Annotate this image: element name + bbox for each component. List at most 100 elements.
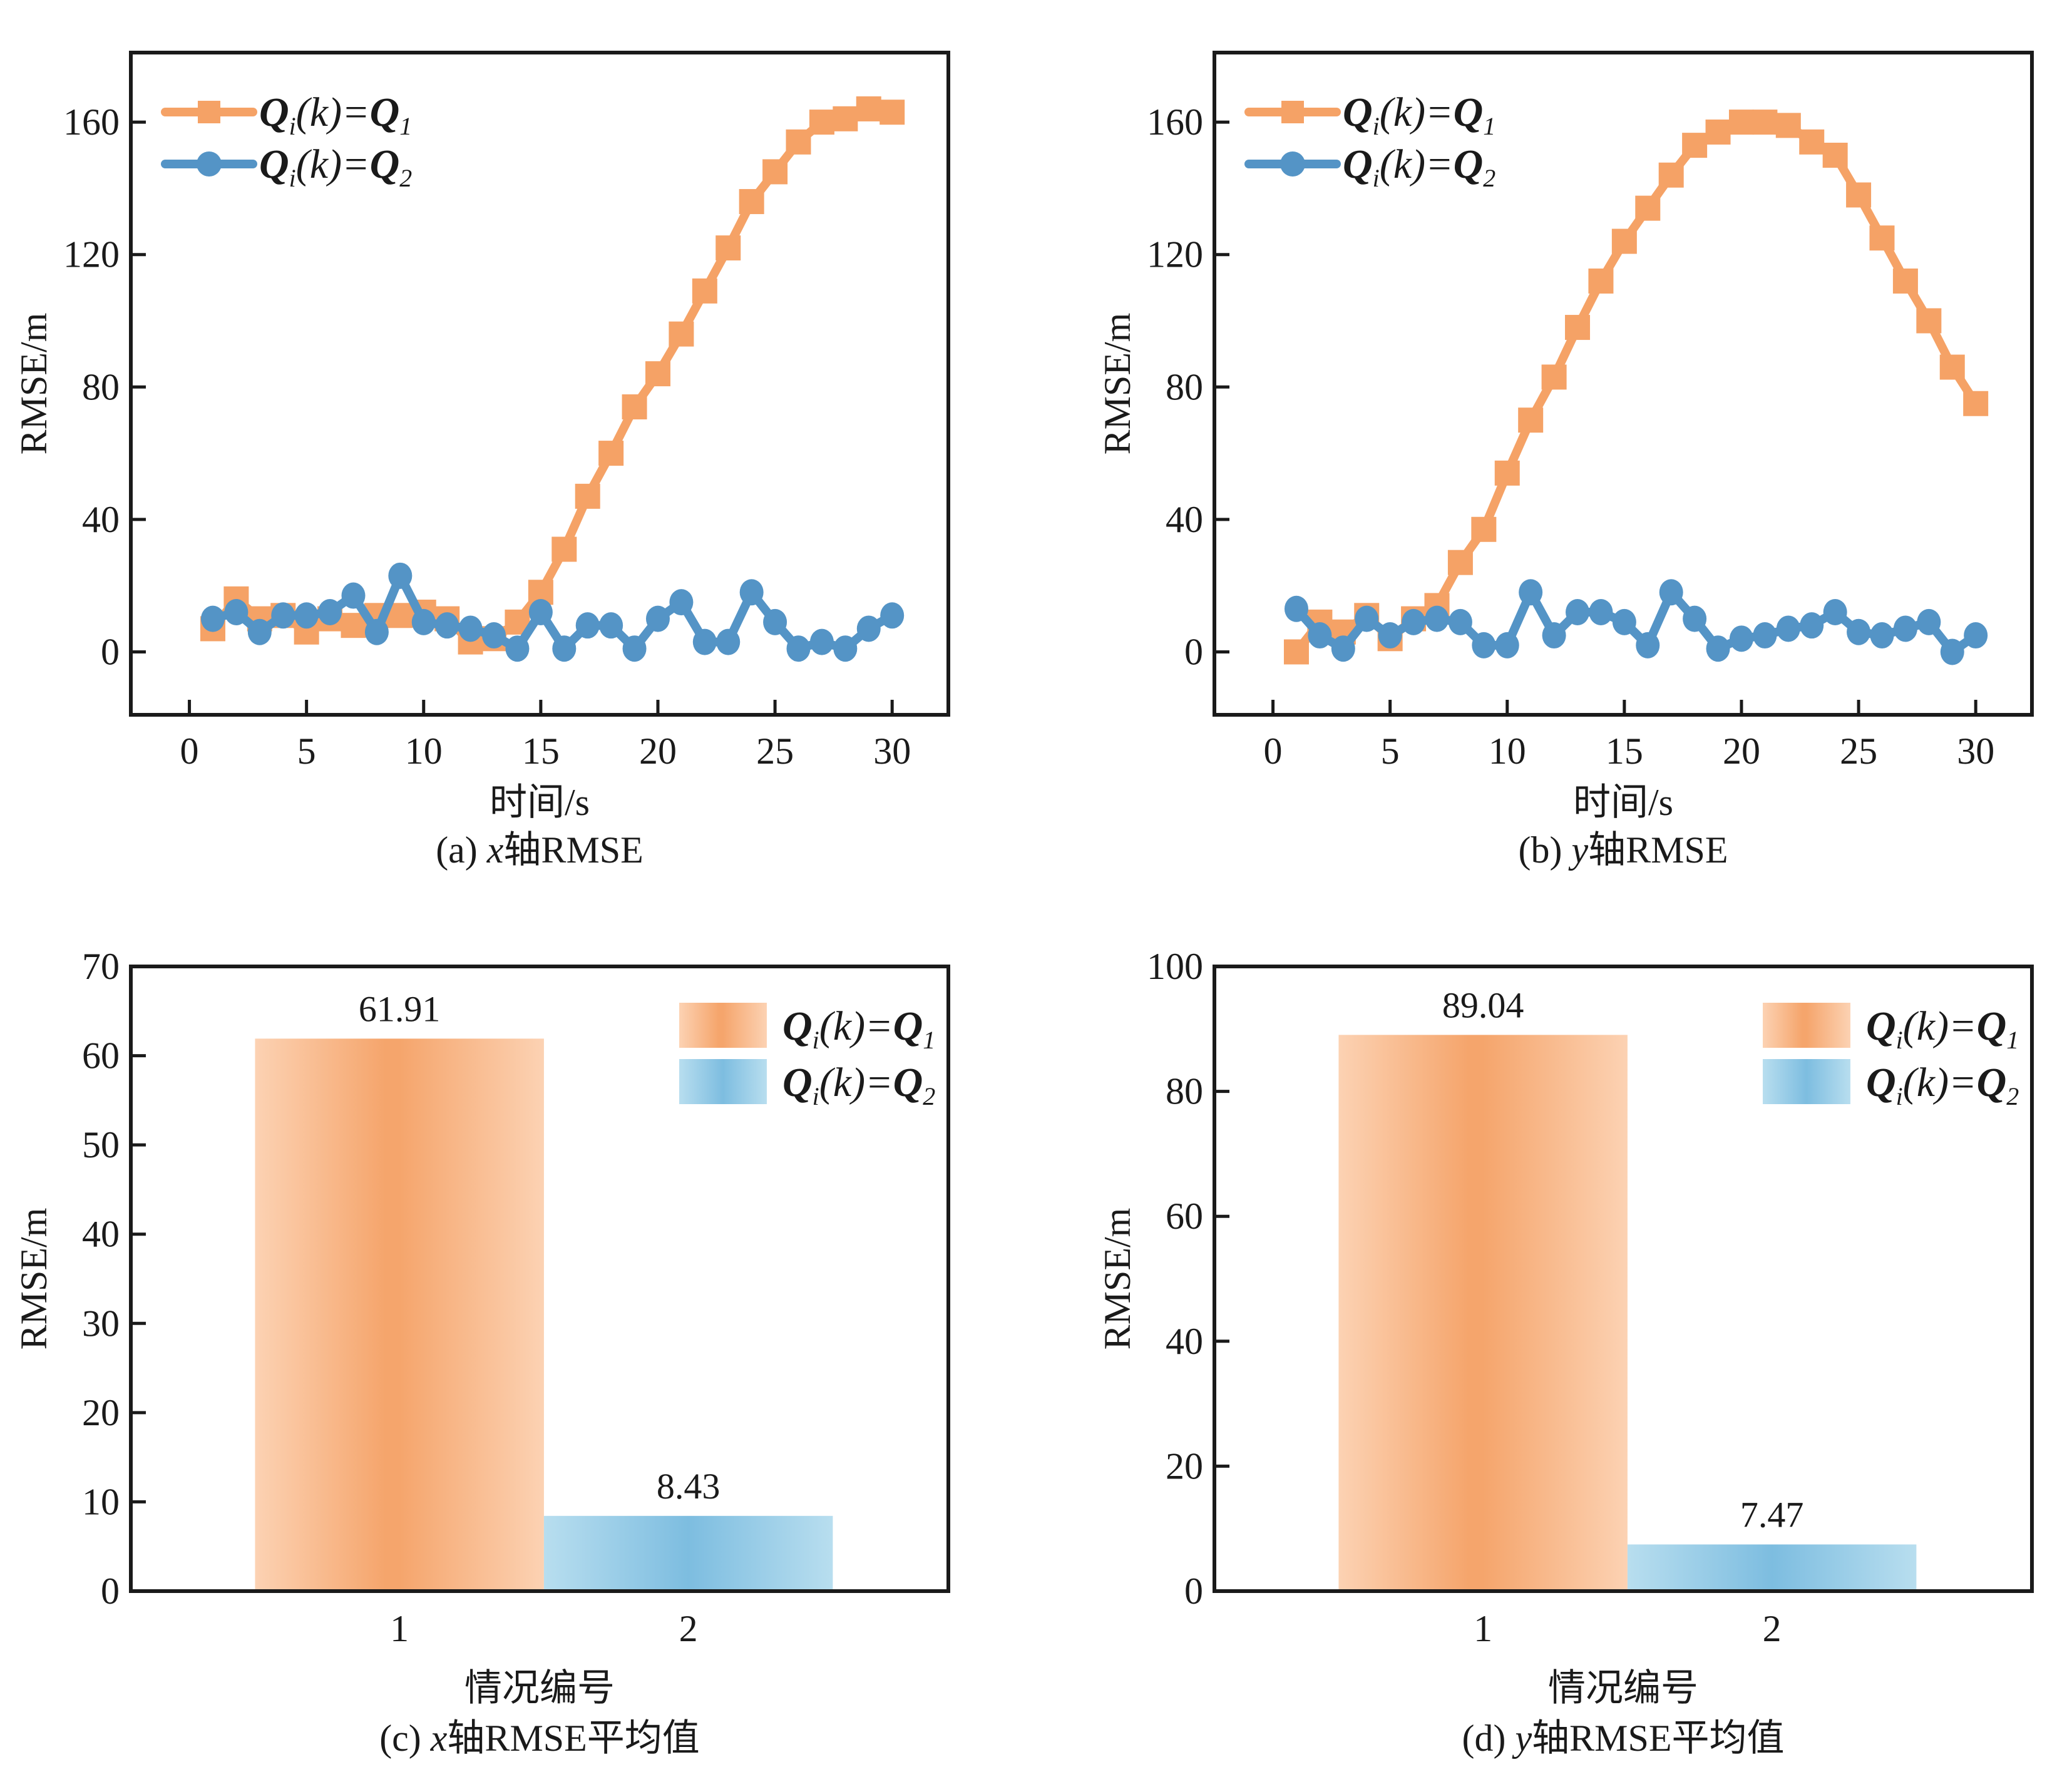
data-point-circle: [318, 599, 342, 626]
data-point-circle: [411, 608, 436, 635]
bar-q1: [255, 1038, 544, 1589]
y-tick-label: 30: [82, 1303, 120, 1344]
bar-q2: [543, 1515, 833, 1589]
x-tick-label: 1: [390, 1608, 409, 1649]
data-point-circle: [435, 612, 459, 639]
data-point-circle: [1495, 632, 1519, 658]
data-point-circle: [482, 622, 506, 649]
data-point-square: [1682, 133, 1708, 158]
legend-label-q1: Qi(k)=Q1: [1866, 1003, 2019, 1054]
x-axis-label: 时间/s: [490, 782, 590, 823]
data-point-circle: [1870, 622, 1894, 649]
legend-label-q2: Qi(k)=Q2: [259, 141, 412, 192]
x-tick-label: 30: [1957, 730, 1994, 772]
data-point-square: [1775, 113, 1801, 138]
panel-caption: (d) y轴RMSE平均值: [1462, 1718, 1785, 1759]
data-point-circle: [809, 628, 834, 655]
data-point-square: [1963, 391, 1989, 416]
legend-marker-circle: [1280, 151, 1305, 177]
data-point-circle: [1448, 608, 1472, 635]
data-point-square: [1846, 182, 1872, 208]
legend-q-symbol: Q: [259, 90, 289, 135]
caption-suffix: 轴RMSE: [503, 829, 643, 871]
data-point-circle: [224, 599, 249, 626]
data-point-circle: [645, 605, 670, 632]
legend-subscript-n: 2: [399, 164, 412, 192]
data-point-square: [856, 96, 881, 121]
data-point-circle: [880, 602, 905, 629]
data-point-circle: [1706, 635, 1730, 662]
legend-subscript-i: i: [813, 1082, 819, 1110]
data-point-circle: [599, 612, 623, 639]
caption-prefix: (a): [436, 829, 487, 871]
caption-prefix: (b): [1519, 829, 1572, 871]
y-axis-label: RMSE/m: [13, 1208, 54, 1350]
caption-suffix: 轴RMSE: [1588, 829, 1728, 871]
data-point-circle: [1729, 625, 1753, 652]
data-point-circle: [833, 635, 858, 662]
x-axis-label: 情况编号: [464, 1667, 615, 1709]
y-tick-label: 160: [1147, 101, 1203, 143]
data-point-circle: [763, 608, 787, 635]
data-point-square: [1565, 315, 1591, 341]
data-point-square: [762, 159, 788, 185]
data-point-circle: [200, 605, 225, 632]
data-point-circle: [552, 635, 577, 662]
data-point-circle: [1331, 635, 1355, 662]
y-tick-label: 0: [1184, 631, 1203, 672]
legend-q-symbol: Q: [1343, 141, 1373, 187]
data-point-square: [1728, 110, 1754, 135]
data-point-square: [1799, 129, 1825, 155]
panel-caption: (a) x轴RMSE: [436, 829, 644, 871]
data-point-circle: [1378, 622, 1402, 649]
plot-frame: [129, 965, 950, 1593]
y-tick-label: 50: [82, 1124, 120, 1165]
data-point-circle: [388, 562, 413, 589]
x-tick-label: 30: [873, 730, 911, 772]
series-q2: [200, 562, 905, 662]
legend-label-q1: Qi(k)=Q1: [1343, 90, 1495, 140]
data-point-square: [1518, 407, 1544, 433]
legend-label-q1: Qi(k)=Q1: [259, 90, 412, 140]
panel-d-y-rmse-mean-bar-chart: 020406080100RMSE/m89.0417.472Qi(k)=Q1Qi(…: [1097, 946, 2034, 1759]
data-point-square: [809, 110, 834, 135]
data-point-circle: [1917, 608, 1941, 635]
y-tick-label: 120: [1147, 234, 1203, 275]
legend-q-rhs: Q: [1977, 1060, 2007, 1105]
legend-subscript-i: i: [813, 1026, 819, 1054]
y-tick-label: 0: [101, 1570, 120, 1612]
x-tick-label: 25: [1840, 730, 1877, 772]
y-tick-label: 80: [1166, 1071, 1203, 1112]
series-line: [208, 104, 897, 647]
legend-marker-square: [198, 101, 220, 123]
data-point-circle: [1683, 605, 1707, 632]
x-tick-label: 5: [297, 730, 316, 772]
y-tick-label: 40: [1166, 499, 1203, 540]
data-point-square: [1752, 110, 1778, 135]
data-point-square: [669, 321, 694, 347]
data-point-circle: [692, 628, 717, 655]
data-point-circle: [1284, 595, 1308, 622]
data-point-circle: [1589, 599, 1613, 626]
y-tick-label: 40: [82, 499, 120, 540]
x-tick-label: 20: [1723, 730, 1760, 772]
data-point-square: [1611, 228, 1637, 254]
y-axis-label: RMSE/m: [1097, 313, 1138, 455]
legend-q-symbol: Q: [782, 1060, 813, 1105]
legend-q-rhs: Q: [1454, 141, 1484, 187]
data-point-square: [1916, 308, 1942, 334]
data-point-circle: [1964, 622, 1988, 649]
legend-k-equals: (k)=: [819, 1003, 893, 1049]
data-point-square: [1494, 460, 1520, 486]
y-tick-label: 0: [101, 631, 120, 672]
data-point-circle: [505, 635, 530, 662]
data-point-circle: [856, 615, 881, 642]
data-point-circle: [1519, 579, 1543, 606]
legend-subscript-n: 1: [399, 112, 412, 140]
legend-subscript-n: 2: [923, 1082, 935, 1110]
x-tick-label: 0: [1264, 730, 1283, 772]
y-tick-label: 60: [1166, 1196, 1203, 1237]
legend-k-equals: (k)=: [819, 1060, 893, 1105]
